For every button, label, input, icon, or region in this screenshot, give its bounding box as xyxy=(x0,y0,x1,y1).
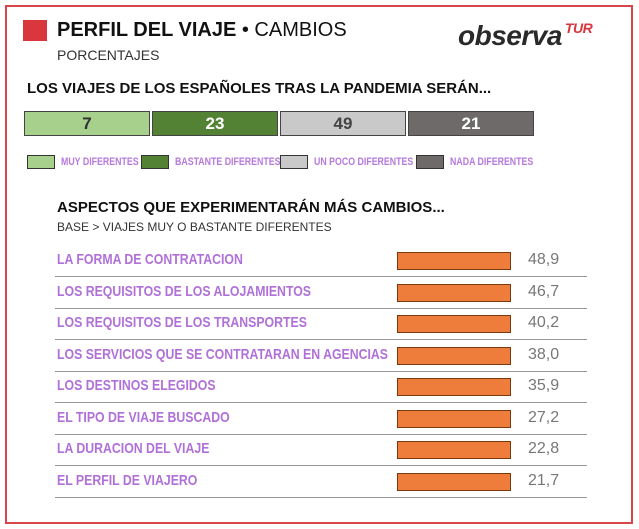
bar xyxy=(397,441,511,459)
section-marker xyxy=(23,20,47,41)
frame xyxy=(5,5,633,524)
bar-label: EL TIPO DE VIAJE BUSCADO xyxy=(57,408,230,426)
chart1-title: LOS VIAJES DE LOS ESPAÑOLES TRAS LA PAND… xyxy=(27,80,492,97)
title-rest: • CAMBIOS xyxy=(241,19,347,41)
bar xyxy=(397,346,511,365)
bar-row: EL TIPO DE VIAJE BUSCADO 27,2 xyxy=(55,403,587,435)
subtitle: PORCENTAJES xyxy=(57,47,160,63)
bar-row: LOS REQUISITOS DE LOS TRANSPORTES 40,2 xyxy=(55,308,587,340)
bar xyxy=(397,472,511,491)
bar-value: 48,9 xyxy=(528,251,560,268)
stacked-segment: 49 xyxy=(280,111,406,136)
bar-value: 35,9 xyxy=(528,377,560,394)
stacked-segment: 7 xyxy=(24,111,150,136)
legend-item: BASTANTE DIFERENTES xyxy=(141,154,307,169)
legend-label: MUY DIFERENTES xyxy=(61,155,139,168)
legend-item: NADA DIFERENTES xyxy=(416,154,554,169)
logo-suffix: TUR xyxy=(564,20,593,36)
title-bold: PERFIL DEL VIAJE xyxy=(57,19,237,41)
logo-main: observa xyxy=(458,20,562,51)
legend-label: UN POCO DIFERENTES xyxy=(314,155,414,168)
stacked-segment: 21 xyxy=(408,111,534,136)
bar-value: 46,7 xyxy=(528,282,560,300)
chart2-subtitle: BASE > VIAJES MUY O BASTANTE DIFERENTES xyxy=(57,220,332,234)
stacked-segment: 23 xyxy=(152,111,278,136)
bar-label: LOS DESTINOS ELEGIDOS xyxy=(57,377,216,394)
bar-row: EL PERFIL DE VIAJERO 21,7 xyxy=(55,466,587,498)
bar xyxy=(397,252,511,270)
legend-item: UN POCO DIFERENTES xyxy=(280,154,438,169)
legend-item: MUY DIFERENTES xyxy=(27,154,158,169)
bar-label: LA FORMA DE CONTRATACION xyxy=(57,251,243,268)
bar-label: LOS REQUISITOS DE LOS ALOJAMIENTOS xyxy=(57,282,312,300)
bar-row: LOS DESTINOS ELEGIDOS 35,9 xyxy=(55,371,587,403)
bar-value: 40,2 xyxy=(528,314,560,331)
chart2-title: ASPECTOS QUE EXPERIMENTARÁN MÁS CAMBIOS.… xyxy=(57,199,445,216)
bar xyxy=(397,409,511,428)
logo: observa TUR xyxy=(458,20,593,52)
bar-label: LA DURACION DEL VIAJE xyxy=(57,440,210,457)
bar-row: LOS REQUISITOS DE LOS ALOJAMIENTOS 46,7 xyxy=(55,277,587,309)
legend-label: BASTANTE DIFERENTES xyxy=(175,155,281,168)
bar-value: 21,7 xyxy=(528,471,560,489)
bar-row: LA FORMA DE CONTRATACION 48,9 xyxy=(55,245,587,277)
bar-label: EL PERFIL DE VIAJERO xyxy=(57,471,198,489)
bar-value: 27,2 xyxy=(528,408,560,426)
bar-value: 38,0 xyxy=(528,345,560,363)
bar-label: LOS REQUISITOS DE LOS TRANSPORTES xyxy=(57,314,307,331)
bar xyxy=(397,283,511,302)
legend-label: NADA DIFERENTES xyxy=(450,155,534,168)
bar-label: LOS SERVICIOS QUE SE CONTRATARAN EN AGEN… xyxy=(57,345,388,363)
legend-swatch xyxy=(141,154,169,169)
legend-swatch xyxy=(27,154,55,169)
legend-swatch xyxy=(280,154,308,169)
bar-row: LA DURACION DEL VIAJE 22,8 xyxy=(55,434,587,466)
bar xyxy=(397,315,511,333)
bar-row: LOS SERVICIOS QUE SE CONTRATARAN EN AGEN… xyxy=(55,340,587,372)
legend-swatch xyxy=(416,154,444,169)
bar-value: 22,8 xyxy=(528,440,560,457)
bar xyxy=(397,378,511,396)
page-title: PERFIL DEL VIAJE • CAMBIOS xyxy=(57,19,347,42)
